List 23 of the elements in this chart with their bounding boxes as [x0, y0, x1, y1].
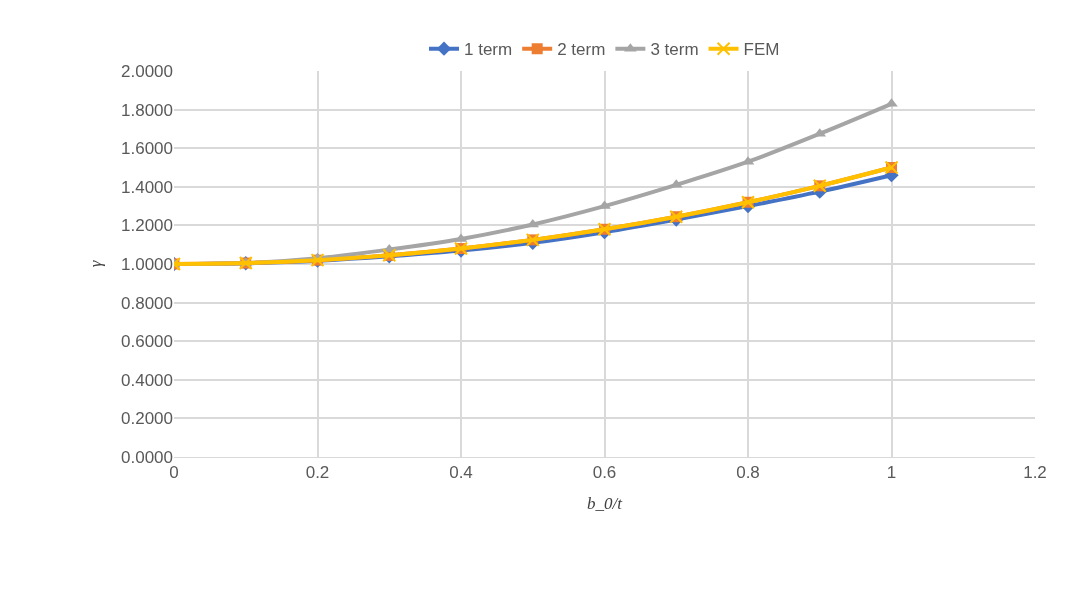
- legend-label: 3 term: [650, 40, 699, 60]
- x-tick-label: 1.2: [1023, 463, 1047, 483]
- y-axis-title: γ: [85, 259, 105, 268]
- x-tick-label: 0.2: [305, 463, 330, 483]
- x-tick-label: 0.8: [736, 463, 760, 483]
- x-tick-label: 1: [886, 463, 897, 483]
- legend-label: FEM: [743, 40, 780, 60]
- y-tick-label: 1.6000: [121, 139, 173, 159]
- y-tick-label: 1.2000: [121, 216, 173, 236]
- y-tick-label: 0.2000: [121, 409, 173, 429]
- legend-label: 2 term: [557, 40, 606, 60]
- y-tick-label: 1.4000: [121, 177, 173, 197]
- legend-label: 1 term: [464, 40, 513, 60]
- y-tick-label: 0.8000: [121, 293, 173, 313]
- y-tick-label: 2.0000: [121, 61, 173, 81]
- y-tick-label: 0.4000: [121, 370, 173, 390]
- y-tick-label: 0.6000: [121, 332, 173, 352]
- y-tick-label: 1.8000: [121, 100, 173, 120]
- x-axis-title: b_0/t: [587, 493, 624, 513]
- y-tick-label: 1.0000: [121, 254, 173, 274]
- x-tick-label: 0.6: [592, 463, 617, 483]
- x-tick-label: 0.4: [449, 463, 473, 483]
- point: [526, 218, 540, 228]
